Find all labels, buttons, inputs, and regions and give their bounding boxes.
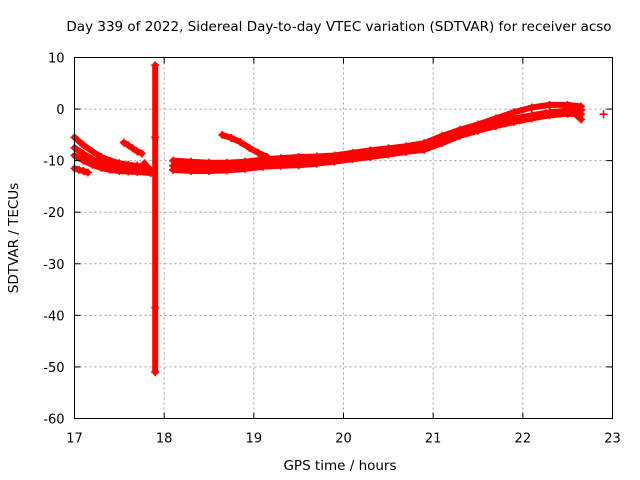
- data-point: [97, 163, 106, 172]
- data-point: [205, 166, 213, 175]
- data-point: [402, 147, 411, 156]
- data-point: [151, 133, 160, 142]
- y-tick-label: -60: [43, 413, 64, 428]
- data-point: [527, 103, 536, 112]
- data-point: [124, 141, 133, 150]
- data-point: [222, 166, 231, 175]
- y-tick-label: -30: [43, 258, 64, 273]
- data-point: [128, 144, 137, 153]
- x-tick-label: 20: [335, 432, 352, 447]
- data-point: [236, 138, 245, 147]
- data-point: [133, 147, 142, 156]
- data-point: [137, 149, 146, 158]
- ticks: [74, 57, 613, 419]
- data-point: [79, 141, 88, 150]
- data-point: [245, 143, 254, 152]
- data-point: [218, 130, 227, 139]
- data-point: [348, 155, 357, 164]
- data-point: [88, 160, 97, 169]
- data-point: [79, 166, 88, 175]
- x-tick-label: 22: [515, 432, 532, 447]
- y-axis-label: SDTVAR / TECUs: [6, 183, 22, 293]
- data-point: [294, 161, 303, 170]
- data-point: [119, 138, 128, 147]
- x-axis-label: GPS time / hours: [283, 458, 396, 474]
- data-point: [74, 165, 83, 174]
- x-tick-label: 17: [66, 432, 83, 447]
- series-band: [141, 160, 153, 174]
- data-point: [124, 167, 133, 176]
- data-point: [115, 166, 124, 175]
- data-points: [70, 61, 608, 377]
- data-point: [545, 100, 554, 109]
- y-tick-label: -50: [43, 361, 64, 376]
- y-tick-label: -10: [43, 155, 64, 170]
- data-point: [545, 111, 554, 120]
- x-tick-label: 19: [246, 432, 263, 447]
- x-tick-label: 18: [156, 432, 173, 447]
- data-point: [577, 115, 586, 124]
- x-tick-label: 21: [425, 432, 442, 447]
- data-point: [384, 150, 393, 159]
- data-point: [88, 147, 97, 156]
- y-tick-label: 10: [48, 52, 65, 67]
- data-point: [79, 156, 88, 165]
- data-point: [366, 153, 375, 162]
- data-point: [330, 157, 339, 166]
- y-tick-labels: 10 0 -10 -20 -30 -40 -50 -60: [43, 52, 64, 428]
- data-point: [227, 133, 236, 142]
- data-point: [151, 61, 160, 70]
- data-point: [240, 164, 249, 173]
- data-point: [438, 139, 447, 148]
- data-point: [83, 168, 92, 177]
- data-point: [420, 145, 429, 154]
- data-point: [491, 122, 500, 131]
- data-point: [572, 111, 581, 120]
- data-point: [509, 117, 518, 126]
- chart-title: Day 339 of 2022, Sidereal Day-to-day VTE…: [66, 19, 611, 35]
- x-tick-labels: 17 18 19 20 21 22 23: [66, 432, 621, 447]
- data-point: [599, 110, 608, 119]
- y-tick-label: -40: [43, 309, 64, 324]
- data-point: [169, 165, 178, 174]
- data-point: [568, 107, 577, 116]
- data-point: [527, 114, 536, 123]
- x-tick-label: 23: [604, 432, 621, 447]
- data-point: [312, 159, 321, 168]
- data-point: [106, 165, 115, 174]
- data-point: [151, 303, 160, 312]
- data-point: [79, 149, 88, 158]
- data-point: [187, 166, 196, 175]
- data-point: [258, 162, 267, 171]
- data-point: [276, 161, 285, 170]
- y-tick-label: -20: [43, 206, 64, 221]
- data-point: [133, 167, 142, 176]
- data-point: [151, 368, 160, 377]
- y-tick-label: 0: [56, 103, 64, 118]
- data-point: [254, 148, 263, 157]
- data-point: [474, 126, 482, 135]
- data-point: [263, 153, 272, 162]
- data-point: [456, 131, 465, 140]
